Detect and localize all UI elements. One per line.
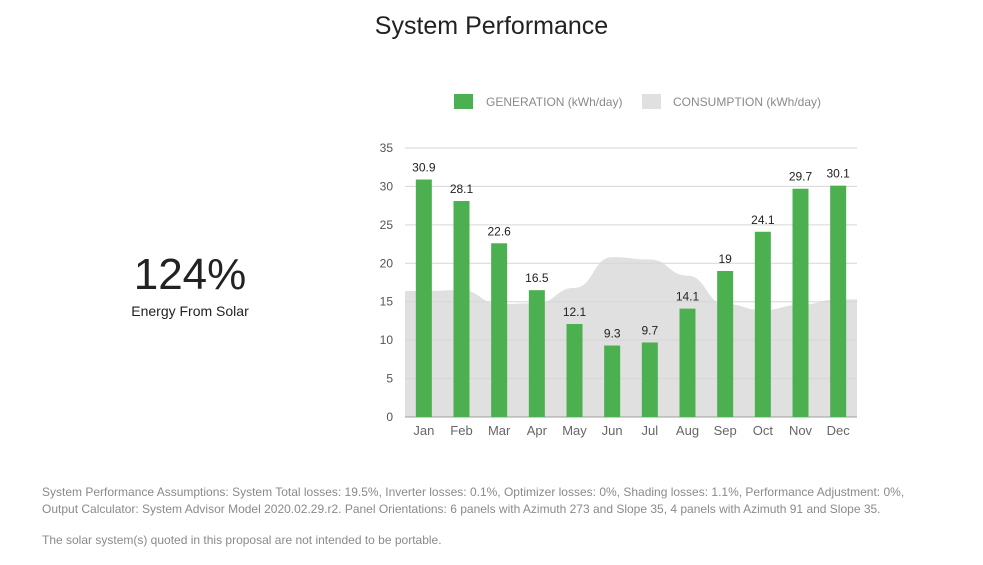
data-label: 30.9 xyxy=(412,161,436,175)
data-label: 14.1 xyxy=(676,290,700,304)
x-tick-label: Jul xyxy=(642,423,659,438)
generation-bar xyxy=(453,201,470,417)
generation-bar xyxy=(491,243,508,417)
legend-consumption-swatch xyxy=(642,94,661,109)
portable-note: The solar system(s) quoted in this propo… xyxy=(42,533,442,547)
generation-bar xyxy=(830,185,847,417)
y-tick-label: 35 xyxy=(380,141,394,155)
x-tick-label: Oct xyxy=(753,423,774,438)
y-tick-label: 15 xyxy=(380,295,394,309)
energy-from-solar-value: 124% xyxy=(133,250,247,299)
generation-bar xyxy=(641,342,658,417)
x-tick-label: Mar xyxy=(488,423,511,438)
generation-bar xyxy=(415,179,432,417)
x-tick-label: Jun xyxy=(602,423,623,438)
x-tick-label: Jan xyxy=(413,423,434,438)
performance-chart: 0 5 10 15 20 25 30 35 30.9 Jan 28.1 Feb 22.6 Mar 16.5 A… xyxy=(380,94,857,438)
data-label: 28.1 xyxy=(450,182,474,196)
generation-bar xyxy=(717,270,734,417)
assumptions-note: System Performance Assumptions: System T… xyxy=(42,484,942,518)
x-tick-label: Dec xyxy=(827,423,851,438)
y-tick-label: 25 xyxy=(380,218,394,232)
energy-from-solar-label: Energy From Solar xyxy=(131,303,249,319)
x-tick-label: Apr xyxy=(527,423,548,438)
legend-generation-swatch xyxy=(454,94,473,109)
data-label: 30.1 xyxy=(826,167,850,181)
assumptions-line-1: System Performance Assumptions: System T… xyxy=(42,485,905,499)
generation-bar xyxy=(792,188,809,417)
legend-consumption-label: CONSUMPTION (kWh/day) xyxy=(673,95,821,109)
x-tick-label: Sep xyxy=(714,423,737,438)
data-label: 24.1 xyxy=(751,213,775,227)
data-label: 9.7 xyxy=(641,323,658,337)
page-title: System Performance xyxy=(374,12,609,40)
consumption-area xyxy=(405,257,857,417)
data-label: 29.7 xyxy=(789,170,813,184)
x-tick-label: May xyxy=(562,423,587,438)
assumptions-line-2: Output Calculator: System Advisor Model … xyxy=(42,502,881,516)
generation-bar xyxy=(754,231,771,417)
data-label: 22.6 xyxy=(487,224,511,238)
x-tick-label: Aug xyxy=(676,423,699,438)
y-tick-label: 0 xyxy=(386,410,393,424)
generation-bar xyxy=(679,308,696,417)
data-label: 19 xyxy=(718,252,732,266)
y-tick-label: 10 xyxy=(380,333,394,347)
y-tick-label: 5 xyxy=(386,372,393,386)
x-tick-label: Feb xyxy=(450,423,472,438)
data-label: 9.3 xyxy=(604,327,621,341)
y-tick-label: 20 xyxy=(380,256,394,270)
x-tick-label: Nov xyxy=(789,423,813,438)
legend-generation-label: GENERATION (kWh/day) xyxy=(486,95,622,109)
generation-bar xyxy=(566,324,583,417)
data-label: 16.5 xyxy=(525,271,549,285)
generation-bar xyxy=(604,345,621,417)
data-label: 12.1 xyxy=(563,305,587,319)
y-tick-label: 30 xyxy=(380,179,394,193)
generation-bar xyxy=(528,290,545,417)
